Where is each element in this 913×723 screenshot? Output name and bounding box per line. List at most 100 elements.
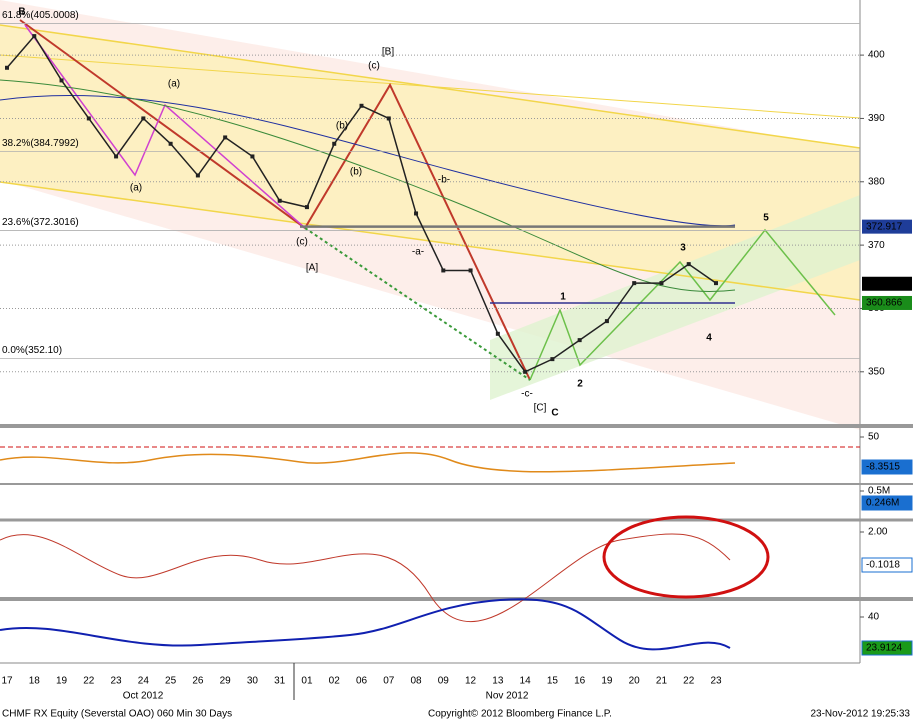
price-point	[686, 262, 691, 267]
price-point	[250, 154, 255, 159]
price-point	[714, 281, 718, 286]
wave-label: [A]	[306, 263, 318, 274]
panel-tick-label: 40	[868, 612, 880, 623]
x-tick-label: 15	[547, 676, 559, 687]
price-point	[441, 268, 446, 273]
price-tag-label: 372.917	[866, 221, 903, 232]
x-tick-label: 19	[601, 676, 613, 687]
panel-tick-label: 2.00	[868, 527, 888, 538]
x-tick-label: 30	[247, 676, 259, 687]
price-point	[223, 135, 228, 140]
x-tick-label: 17	[1, 676, 13, 687]
x-tick-label: 26	[192, 676, 204, 687]
panel-tag-label: 23.9124	[866, 643, 903, 654]
price-point	[577, 338, 582, 343]
wave-label: -a-	[412, 247, 424, 258]
x-tick-label: 07	[383, 676, 395, 687]
indicator-line	[0, 452, 736, 473]
price-point	[604, 319, 609, 324]
price-point	[86, 116, 91, 121]
price-point	[386, 116, 391, 121]
price-tag-label: 360.866	[866, 298, 903, 309]
panel-tag-label: 0.246M	[866, 498, 899, 509]
wave-label: 3	[680, 243, 686, 254]
panel-tag-label: -0.1018	[866, 560, 900, 571]
price-point	[59, 78, 64, 83]
price-point	[32, 34, 37, 39]
price-point	[550, 357, 555, 362]
wave-label: (c)	[296, 237, 308, 248]
price-point	[277, 198, 282, 203]
x-tick-label: 12	[465, 676, 477, 687]
x-tick-label: 01	[301, 676, 313, 687]
y-tick-label: 350	[868, 366, 885, 377]
price-tag	[862, 295, 912, 310]
wave-label: -b-	[438, 175, 450, 186]
x-tick-label: 18	[29, 676, 41, 687]
wave-line	[529, 228, 836, 381]
x-tick-label: 19	[56, 676, 68, 687]
x-tick-label: 22	[83, 676, 95, 687]
month-label: Oct 2012	[123, 691, 164, 702]
x-tick-label: 20	[629, 676, 641, 687]
price-tag-label: 363.90	[866, 278, 897, 289]
x-tick-label: 24	[138, 676, 150, 687]
wave-label: 2	[577, 379, 583, 390]
x-tick-label: 22	[683, 676, 695, 687]
fib-label: 61.8%(405.0008)	[2, 10, 79, 21]
fib-label: 0.0%(352.10)	[2, 345, 62, 356]
price-point	[523, 369, 528, 374]
yellow-channel	[0, 25, 860, 300]
indicator-line	[0, 598, 731, 651]
price-point	[468, 268, 473, 273]
fib-label: 23.6%(372.3016)	[2, 217, 79, 228]
x-tick-label: 14	[520, 676, 532, 687]
wave-label: (b)	[350, 167, 362, 178]
price-point	[114, 154, 119, 159]
wave-label: B	[18, 7, 25, 18]
price-point	[304, 205, 309, 210]
panel-tick-label: 0.5M	[868, 486, 890, 497]
x-tick-label: 02	[329, 676, 341, 687]
y-tick-label: 370	[868, 240, 885, 251]
panel-tag	[861, 557, 913, 573]
wave-label: 5	[763, 213, 769, 224]
month-label: Nov 2012	[486, 691, 529, 702]
footer-center: Copyright© 2012 Bloomberg Finance L.P.	[428, 709, 612, 720]
panel-tag	[861, 640, 913, 656]
wave-label: [C]	[534, 403, 547, 414]
channel-line	[0, 54, 861, 119]
price-point	[332, 141, 337, 146]
panel-tick-label: 50	[868, 432, 880, 443]
price-point	[5, 65, 9, 70]
wave-label: (a)	[130, 183, 142, 194]
x-tick-label: 31	[274, 676, 286, 687]
price-point	[168, 141, 173, 146]
price-point	[495, 331, 500, 336]
x-tick-label: 23	[710, 676, 722, 687]
x-tick-label: 09	[438, 676, 450, 687]
x-tick-label: 21	[656, 676, 668, 687]
wave-label: [B]	[382, 47, 394, 58]
x-tick-label: 13	[492, 676, 504, 687]
fib-label: 38.2%(384.7992)	[2, 138, 79, 149]
panel-tag-label: -8.3515	[866, 462, 900, 473]
x-tick-label: 23	[111, 676, 123, 687]
x-tick-label: 29	[220, 676, 232, 687]
x-tick-label: 16	[574, 676, 586, 687]
wave-label: (c)	[368, 61, 380, 72]
highlight-circle	[602, 515, 770, 599]
price-point	[632, 281, 637, 286]
footer-right: 23-Nov-2012 19:25:33	[810, 709, 910, 720]
price-tag	[862, 276, 912, 291]
green-channel	[490, 195, 860, 400]
wave-label: C	[551, 408, 558, 419]
panel-tag	[861, 459, 913, 475]
price-point	[659, 281, 664, 286]
price-point	[141, 116, 146, 121]
price-point	[359, 103, 364, 108]
price-point	[414, 211, 419, 216]
x-tick-label: 25	[165, 676, 177, 687]
wave-label: 4	[706, 333, 712, 344]
